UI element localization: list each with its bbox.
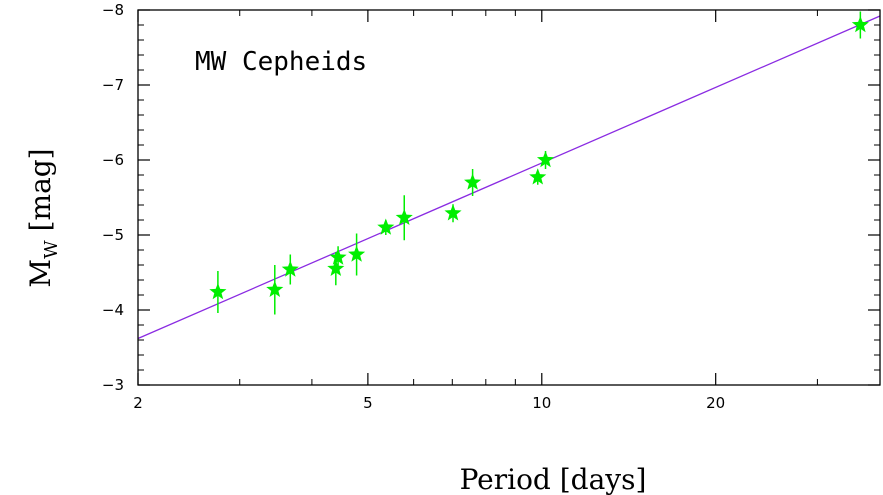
y-tick-label: −6: [102, 151, 124, 169]
data-point-star: [266, 280, 284, 298]
x-tick-label: 2: [133, 394, 143, 412]
y-tick-label: −7: [102, 76, 124, 94]
fit-line: [137, 15, 881, 340]
data-point-star: [329, 248, 347, 265]
data-point-star: [464, 173, 482, 190]
data-point-star: [395, 208, 413, 226]
data-point-star: [851, 16, 869, 33]
x-tick-label: 5: [363, 394, 373, 412]
data-point-star: [529, 168, 547, 185]
chart-annotation: MW Cepheids: [195, 47, 367, 77]
y-tick-label: −5: [102, 226, 124, 244]
data-point-star: [348, 245, 366, 262]
data-point-star: [281, 260, 299, 277]
tick-labels: 2 5 10 20 −3 −4 −5 −6 −7 −8: [102, 1, 725, 412]
plot-frame: [137, 9, 881, 386]
data-point-star: [377, 218, 395, 235]
y-axis-unit: [mag]: [24, 148, 57, 231]
y-axis-title: MW [mag]: [24, 148, 62, 287]
fit-line-group: [137, 15, 881, 340]
minor-ticks: [138, 10, 880, 385]
y-axis-subscript: W: [41, 240, 62, 259]
data-points: [209, 11, 869, 315]
x-axis-title: Period [days]: [460, 463, 647, 495]
data-point-star: [209, 283, 227, 300]
y-tick-label: −3: [102, 376, 124, 394]
y-axis-symbol: M: [24, 259, 57, 288]
y-tick-label: −8: [102, 1, 124, 19]
x-tick-label: 20: [706, 394, 725, 412]
data-point-star: [327, 259, 345, 277]
svg-text:MW[mag]: MW [mag]: [24, 148, 62, 287]
x-tick-label: 10: [532, 394, 551, 412]
y-tick-label: −4: [102, 301, 124, 319]
data-point-star: [536, 151, 555, 168]
data-point-star: [444, 204, 462, 221]
